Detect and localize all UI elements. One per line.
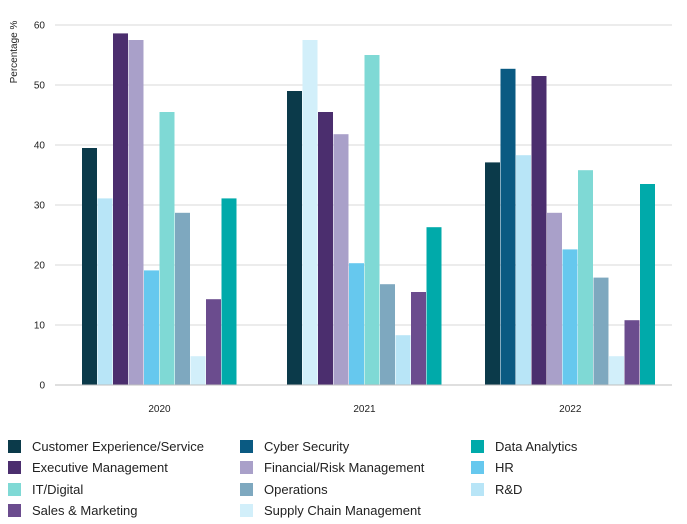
legend-swatch (240, 461, 253, 474)
legend-label: Operations (264, 481, 328, 497)
y-tick-label: 40 (34, 141, 46, 152)
bar (206, 299, 221, 385)
bar (380, 284, 395, 385)
y-tick-label: 0 (39, 381, 45, 392)
legend-label: Financial/Risk Management (264, 460, 425, 475)
legend-swatch (240, 439, 253, 453)
legend-item: Cyber Security (240, 436, 349, 456)
bar (128, 40, 144, 385)
legend-swatch (8, 482, 21, 496)
bar (395, 335, 411, 385)
bar (349, 263, 364, 385)
legend-label: Sales & Marketing (32, 503, 138, 518)
legend-label: HR (495, 460, 514, 475)
legend-label: Executive Management (32, 460, 168, 475)
legend-item: Executive Management (8, 458, 168, 478)
legend-label: IT/Digital (32, 481, 84, 497)
legend-swatch (8, 439, 21, 453)
x-tick-label: 2020 (148, 404, 171, 415)
x-tick-label: 2021 (353, 404, 376, 415)
bar (578, 170, 593, 385)
bar (221, 198, 237, 385)
bar (516, 155, 531, 385)
bar (411, 292, 426, 385)
bar (175, 212, 190, 385)
legend-label: Supply Chain Management (264, 503, 421, 518)
bar (97, 198, 113, 385)
bar (500, 68, 516, 386)
legend-label: Customer Experience/Service (32, 438, 204, 454)
bar (190, 356, 206, 385)
bar (364, 55, 380, 385)
y-tick-label: 10 (34, 321, 46, 332)
y-axis-label: Percentage % (9, 20, 20, 83)
legend-label: R&D (495, 481, 523, 497)
legend-swatch (240, 482, 253, 496)
bar (113, 33, 128, 386)
bar (485, 162, 500, 385)
legend-swatch (8, 504, 21, 517)
bar (287, 91, 302, 385)
bars (82, 33, 655, 386)
legend-item: Supply Chain Management (240, 501, 421, 521)
legend-swatch (471, 461, 484, 474)
legend-item: Sales & Marketing (8, 501, 138, 521)
bar (333, 134, 349, 385)
legend-item: Operations (240, 479, 328, 499)
legend-swatch (240, 504, 253, 517)
legend-swatch (471, 439, 484, 453)
legend-item: Data Analytics (471, 436, 577, 456)
bar (624, 320, 640, 385)
legend-swatch (8, 461, 21, 474)
bar (302, 40, 318, 385)
bar (531, 76, 547, 385)
bar (144, 270, 159, 385)
legend-label: Data Analytics (495, 438, 578, 454)
x-axis-ticks: 2020 2021 2022 (148, 404, 581, 415)
legend-item: Financial/Risk Management (240, 458, 424, 478)
y-tick-label: 20 (34, 261, 46, 272)
legend-item: IT/Digital (8, 479, 83, 499)
bar (426, 227, 442, 385)
bar (609, 356, 624, 385)
bar (593, 277, 609, 385)
bar (640, 184, 655, 385)
y-tick-label: 30 (34, 201, 46, 212)
bar (159, 112, 175, 385)
y-axis-ticks: 0 10 20 30 40 50 60 (34, 21, 46, 392)
bar (562, 249, 578, 385)
y-tick-label: 60 (34, 21, 46, 32)
bar-chart: 0 10 20 30 40 50 60 Percentage % 2020 2021 2022 (9, 20, 672, 415)
bar (318, 112, 333, 385)
legend-item: R&D (471, 479, 522, 499)
y-tick-label: 50 (34, 81, 46, 92)
x-tick-label: 2022 (559, 404, 582, 415)
legend-item: Customer Experience/Service (8, 436, 204, 456)
legend-label: Cyber Security (264, 438, 350, 454)
bar (82, 148, 97, 385)
legend-item: HR (471, 458, 514, 478)
bar (547, 212, 562, 385)
legend-swatch (471, 482, 484, 496)
